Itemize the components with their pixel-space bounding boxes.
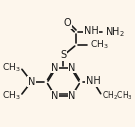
Text: N: N [28,77,35,87]
Text: NH: NH [84,26,99,36]
Text: CH$_2$CH$_3$: CH$_2$CH$_3$ [102,89,133,102]
Text: NH: NH [86,76,101,86]
Text: CH$_3$: CH$_3$ [2,89,20,102]
Text: CH$_3$: CH$_3$ [90,39,108,51]
Text: N: N [51,63,59,73]
Text: N: N [68,63,76,73]
Text: O: O [64,19,72,28]
Text: S: S [60,51,67,60]
Text: NH$_2$: NH$_2$ [105,25,125,39]
Text: N: N [68,91,76,100]
Text: CH$_3$: CH$_3$ [2,61,20,74]
Text: N: N [51,91,59,100]
